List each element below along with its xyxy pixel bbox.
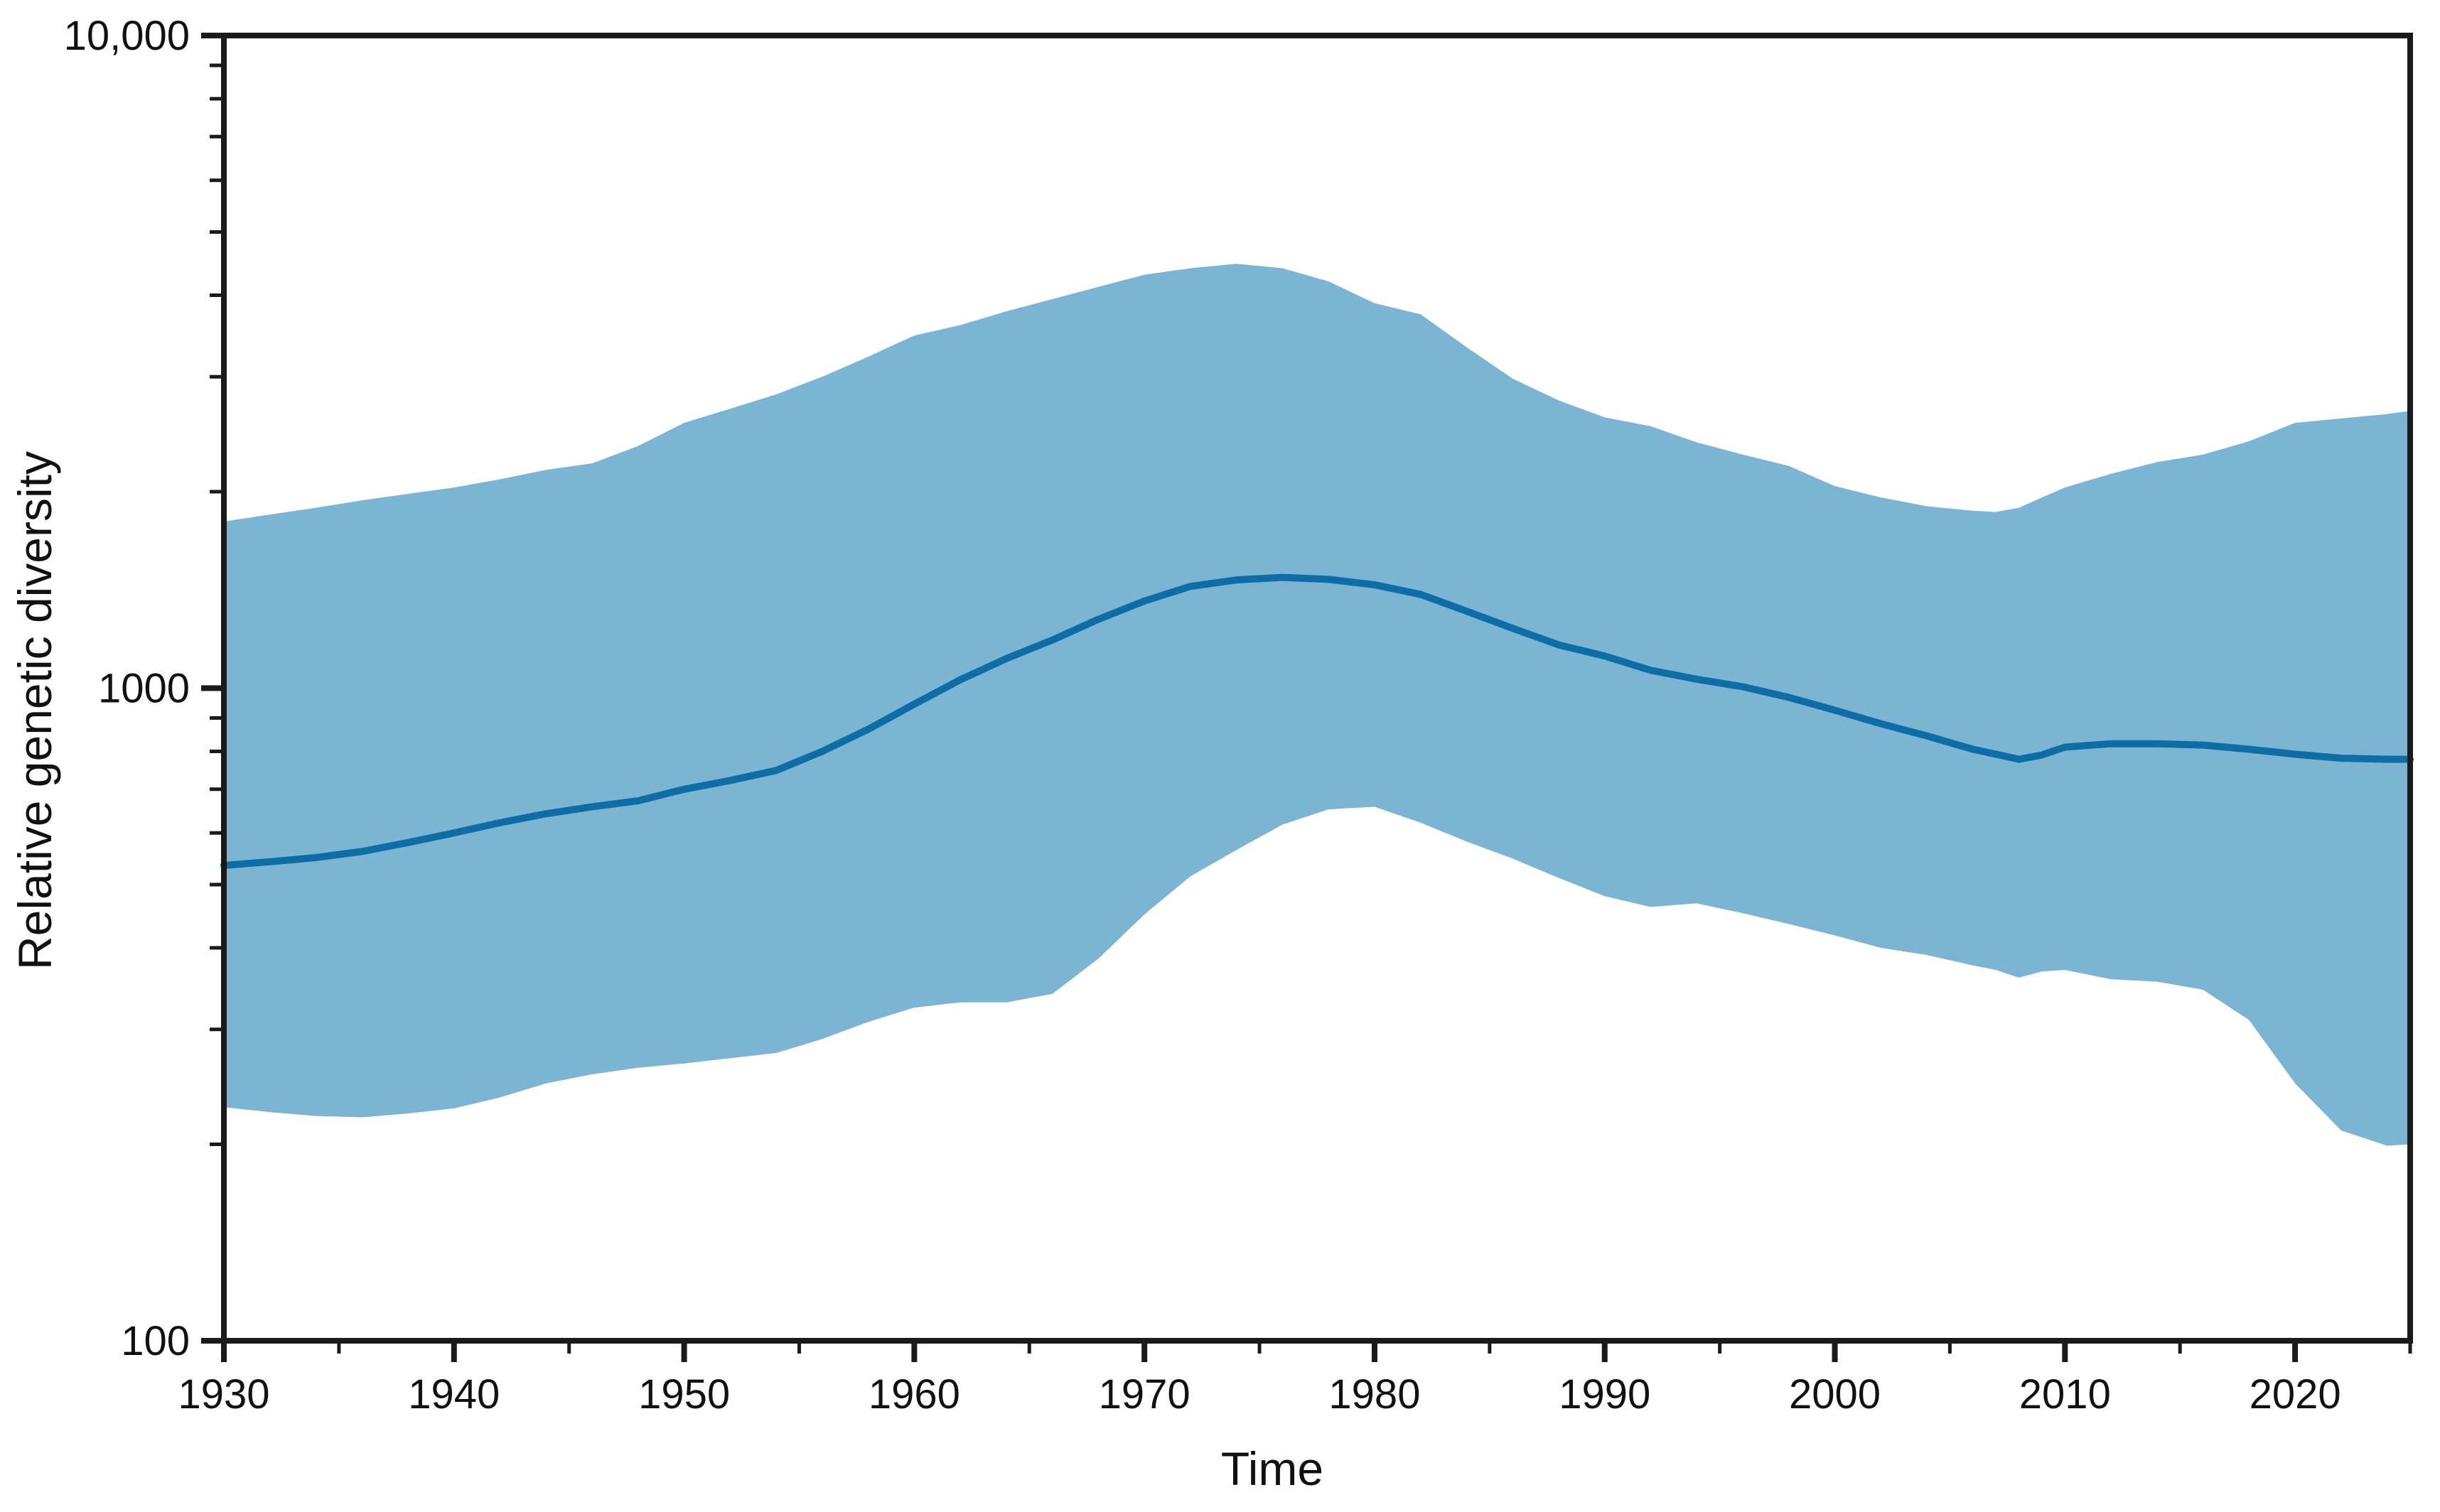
x-tick-label: 2010 [2019,1371,2111,1418]
x-axis-title: Time [1221,1442,1323,1495]
x-tick-label: 1960 [869,1371,960,1418]
y-axis-ticks [201,33,224,1344]
x-tick-label: 1940 [408,1371,500,1418]
median-line [220,573,2414,870]
x-tick-label: 1990 [1559,1371,1650,1418]
y-tick-label: 10,000 [64,13,190,59]
y-axis-title: Relative genetic diversity [9,451,61,970]
x-tick-label: 1980 [1328,1371,1420,1418]
x-axis-ticks [221,1341,2412,1362]
confidence-band [224,264,2410,1146]
x-tick-label: 2000 [1789,1371,1881,1418]
x-tick-label: 2020 [2250,1371,2341,1418]
y-tick-label: 1000 [98,666,190,712]
x-tick-label: 1930 [178,1371,269,1418]
y-axis-tick-labels: 100 1000 10,000 [64,13,190,1364]
x-axis-tick-labels: 1930 1940 1950 1960 1970 1980 1990 2000 2010 2020 [178,1371,2340,1418]
x-tick-label: 1970 [1099,1371,1191,1418]
x-tick-label: 1950 [638,1371,730,1418]
y-tick-label: 100 [121,1318,190,1364]
